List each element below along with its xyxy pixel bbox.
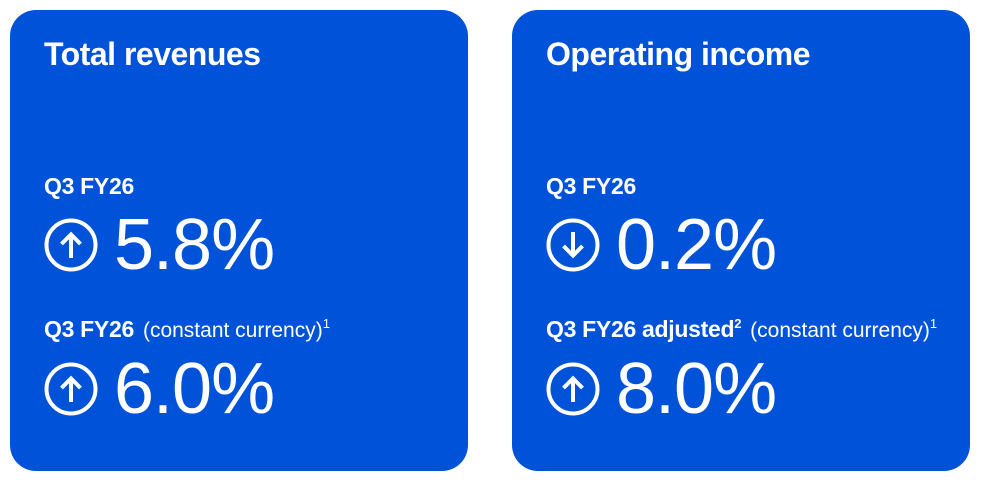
metric-qualifier-label: (constant currency) [142, 319, 323, 343]
metric-period-label: Q3 FY26 [546, 172, 636, 199]
metric-label: Q3 FY26 [546, 173, 936, 201]
metric-value-row: 6.0% [44, 353, 434, 425]
metric-label: Q3 FY26 (constant currency)1 [44, 316, 434, 344]
metric-value-row: 8.0% [546, 353, 936, 425]
metric-period-label: Q3 FY26 [44, 316, 134, 343]
footnote-marker: 2 [734, 315, 742, 331]
metric-value: 0.2% [616, 205, 777, 286]
metric-qualifier-label: (constant currency) [750, 319, 930, 343]
metric-value: 8.0% [616, 348, 777, 429]
metric-q3-fy26-constant-currency: Q3 FY26 (constant currency)1 6.0% [44, 316, 434, 425]
arrow-up-circle-icon [546, 362, 600, 416]
footnote-marker: 1 [322, 315, 330, 331]
footnote-marker: 1 [929, 315, 937, 331]
metric-value: 6.0% [114, 348, 275, 429]
metric-label: Q3 FY26 adjusted2 (constant currency)1 [546, 315, 937, 344]
card-title: Total revenues [44, 36, 261, 72]
operating-income-card: Operating income Q3 FY26 0.2% Q3 FY26 ad… [512, 10, 970, 471]
arrow-up-circle-icon [44, 362, 98, 416]
metric-period-label: Q3 FY26 adjusted [546, 316, 735, 343]
metric-q3-fy26-adjusted-constant-currency: Q3 FY26 adjusted2 (constant currency)1 8.… [546, 315, 937, 425]
metric-value-row: 0.2% [546, 209, 936, 281]
metric-q3-fy26: Q3 FY26 0.2% [546, 173, 936, 282]
metric-q3-fy26: Q3 FY26 5.8% [44, 173, 434, 282]
card-title: Operating income [546, 36, 811, 72]
arrow-down-circle-icon [546, 218, 600, 272]
metric-value: 5.8% [114, 205, 275, 286]
metric-period-label: Q3 FY26 [44, 172, 134, 199]
arrow-up-circle-icon [44, 218, 98, 272]
metric-value-row: 5.8% [44, 209, 434, 281]
total-revenues-card: Total revenues Q3 FY26 5.8% Q3 FY26 (cons… [10, 10, 468, 471]
metric-label: Q3 FY26 [44, 173, 434, 201]
